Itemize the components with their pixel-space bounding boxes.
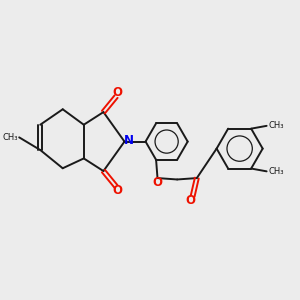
Text: CH₃: CH₃ xyxy=(2,133,18,142)
Text: O: O xyxy=(186,194,196,207)
Text: CH₃: CH₃ xyxy=(268,167,284,176)
Text: O: O xyxy=(152,176,162,189)
Text: CH₃: CH₃ xyxy=(268,121,284,130)
Text: N: N xyxy=(124,134,134,147)
Text: O: O xyxy=(113,184,123,197)
Text: O: O xyxy=(113,86,123,100)
